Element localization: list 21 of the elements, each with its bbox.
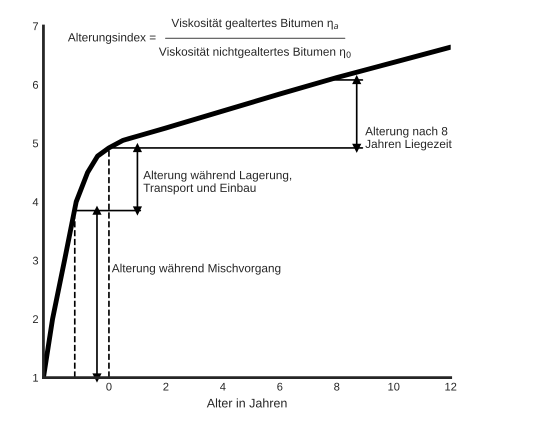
annotation: Alterung nach 8 Jahren Liegezeit <box>365 126 452 150</box>
y-tick-label: 1 <box>33 374 38 382</box>
x-tick-label: 2 <box>163 382 168 390</box>
x-tick-label: 8 <box>334 382 340 391</box>
y-tick-label: 3 <box>32 256 38 265</box>
y-tick-label: 6 <box>32 80 38 89</box>
x-tick-label: 0 <box>106 382 112 391</box>
y-tick-label: 5 <box>32 140 38 148</box>
y-tick-label: 2 <box>32 315 38 324</box>
annotation: Alterung während Lagerung, Transport und Einbau <box>143 170 292 194</box>
x-tick-label: 6 <box>277 382 282 391</box>
y-tick-label: 4 <box>32 198 38 206</box>
annotation: Alterungsindex = <box>68 32 156 44</box>
annotation: Viskosität gealtertes Bitumen η$_{a}$ <box>171 18 338 30</box>
y-tick-label: 7 <box>32 22 38 30</box>
x-axis-title: Alter in Jahren <box>206 398 287 408</box>
x-tick-label: 12 <box>445 382 456 390</box>
annotation: Viskosität nichtgealtertes Bitumen η$_{0}$ <box>158 47 351 58</box>
x-tick-label: 10 <box>388 382 400 391</box>
annotation: Alterung während Mischvorgang <box>112 264 280 275</box>
x-tick-label: 4 <box>220 382 226 390</box>
